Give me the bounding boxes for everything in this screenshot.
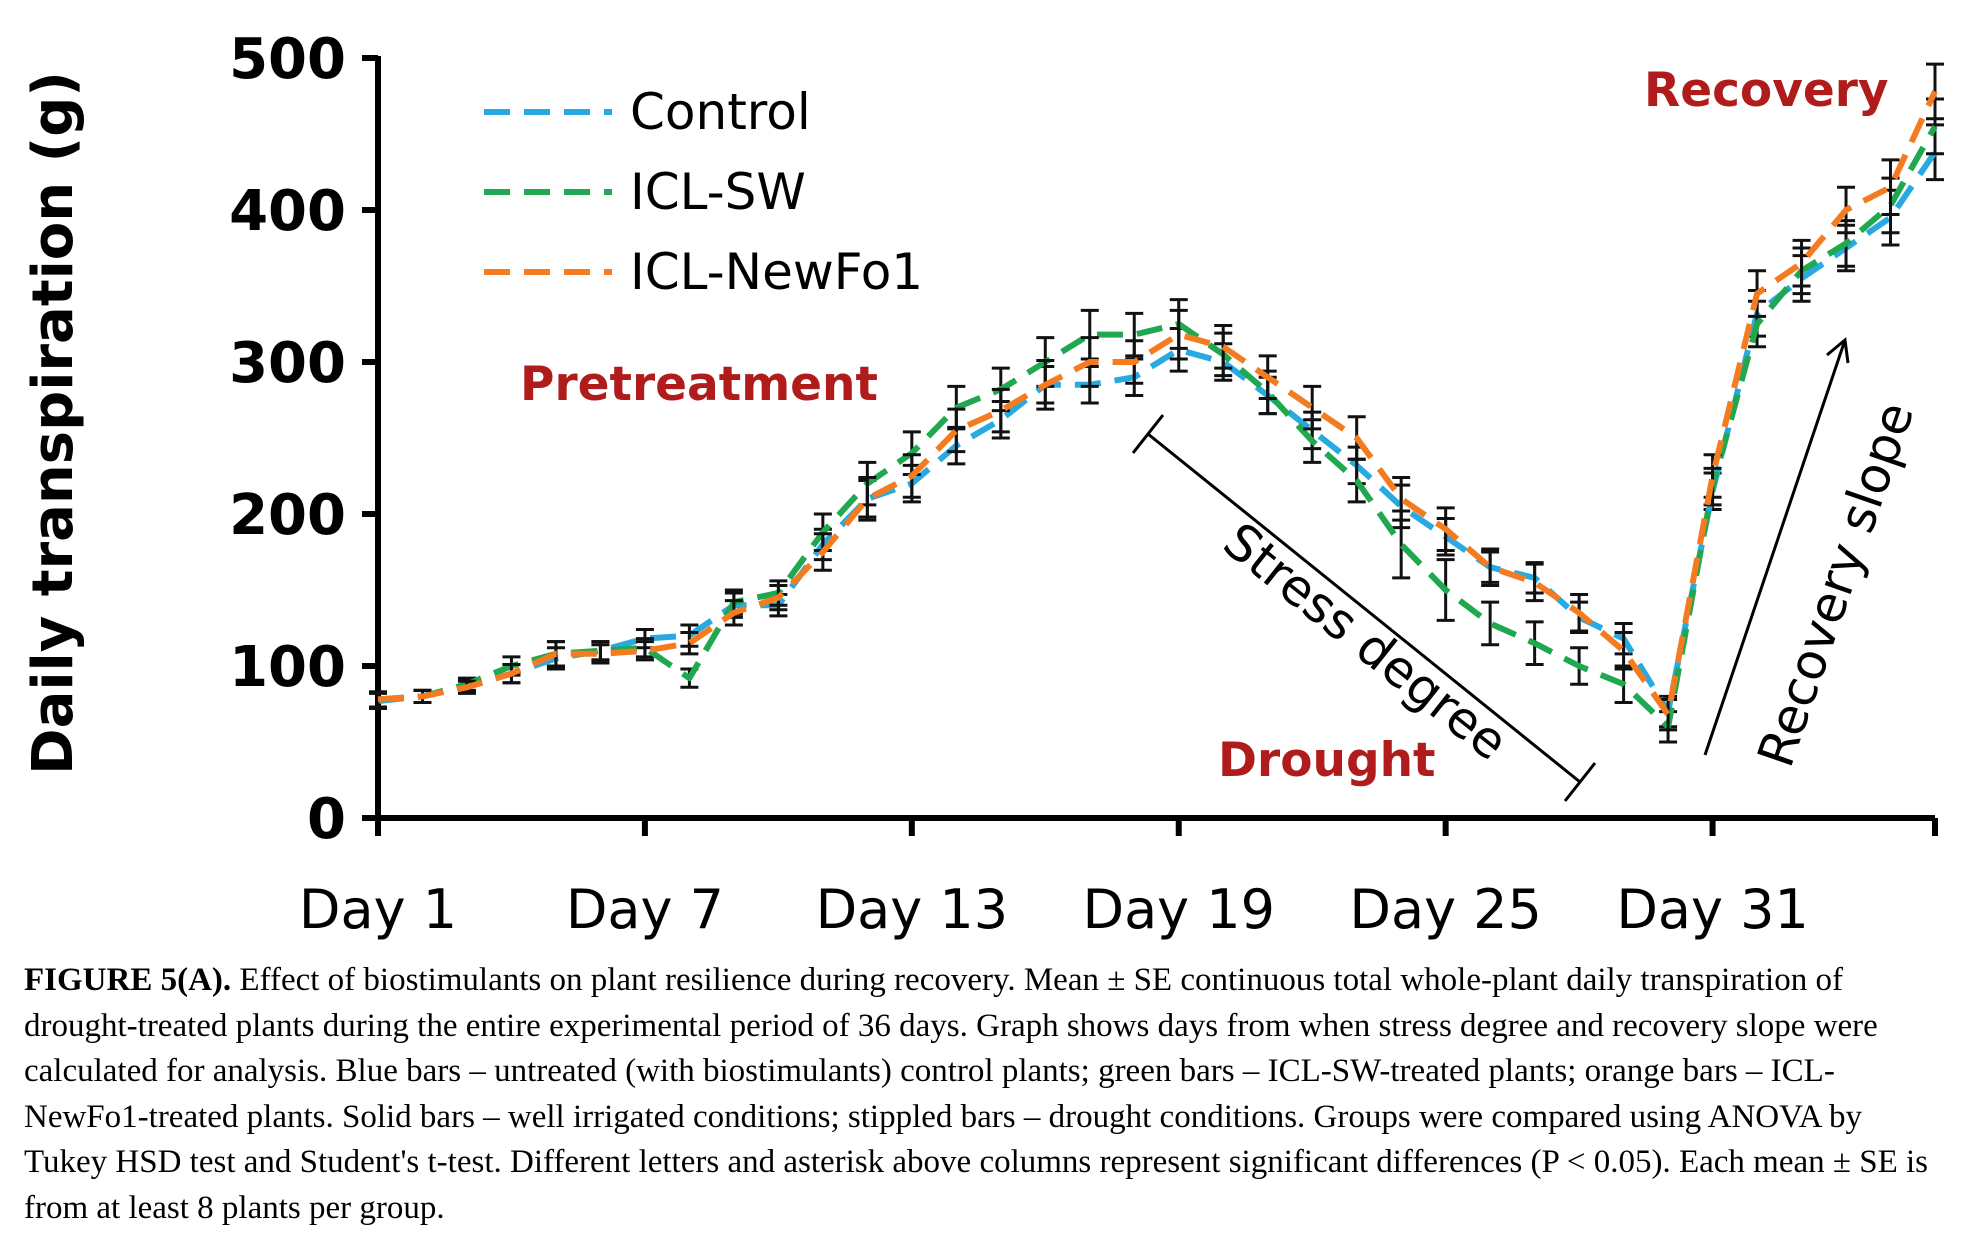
figure-caption: FIGURE 5(A). Effect of biostimulants on … <box>24 958 1944 1231</box>
legend-label: Control <box>630 83 811 141</box>
x-tick-label: Day 19 <box>1082 878 1275 941</box>
series-control <box>369 123 1944 729</box>
legend-label: ICL-NewFo1 <box>630 243 923 301</box>
series-line <box>377 124 1938 730</box>
caption-text: Effect of biostimulants on plant resilie… <box>24 962 1928 1226</box>
y-ticks: 0 100 200 300 400 500 <box>229 27 378 852</box>
y-axis-label: Daily transpiration (g) <box>21 71 86 775</box>
caption-label: FIGURE 5(A). <box>24 962 232 998</box>
stress-degree-bracket <box>1131 414 1597 802</box>
y-tick-label: 0 <box>307 787 346 852</box>
y-tick-label: 200 <box>229 483 346 548</box>
recovery-slope-arrow <box>1703 337 1850 756</box>
recovery-slope-label: Recovery slope <box>1747 395 1926 774</box>
drought-label: Drought <box>1218 733 1436 788</box>
legend-item: Control <box>484 83 811 141</box>
x-tick-label: Day 1 <box>299 878 457 941</box>
y-tick-label: 400 <box>229 179 346 244</box>
series-line <box>377 150 1938 715</box>
legend-label: ICL-SW <box>630 163 806 221</box>
x-ticks: Day 1 Day 7 Day 13 Day 19 Day 25 Day 31 <box>299 818 1938 941</box>
legend-item: ICL-NewFo1 <box>484 243 923 301</box>
series-icl-newfo1 <box>369 62 1944 732</box>
pretreatment-label: Pretreatment <box>520 357 878 412</box>
series-line <box>377 90 1938 718</box>
x-tick-label: Day 31 <box>1616 878 1809 941</box>
legend-item: ICL-SW <box>484 163 806 221</box>
x-tick-label: Day 25 <box>1349 878 1542 941</box>
x-tick-label: Day 7 <box>566 878 724 941</box>
y-tick-label: 300 <box>229 331 346 396</box>
recovery-label: Recovery <box>1644 63 1889 118</box>
x-tick-label: Day 13 <box>816 878 1009 941</box>
series-layer <box>369 62 1944 744</box>
y-tick-label: 500 <box>229 27 346 92</box>
y-tick-label: 100 <box>229 635 346 700</box>
legend: Control ICL-SW ICL-NewFo1 <box>484 83 923 301</box>
axes <box>375 56 1935 821</box>
